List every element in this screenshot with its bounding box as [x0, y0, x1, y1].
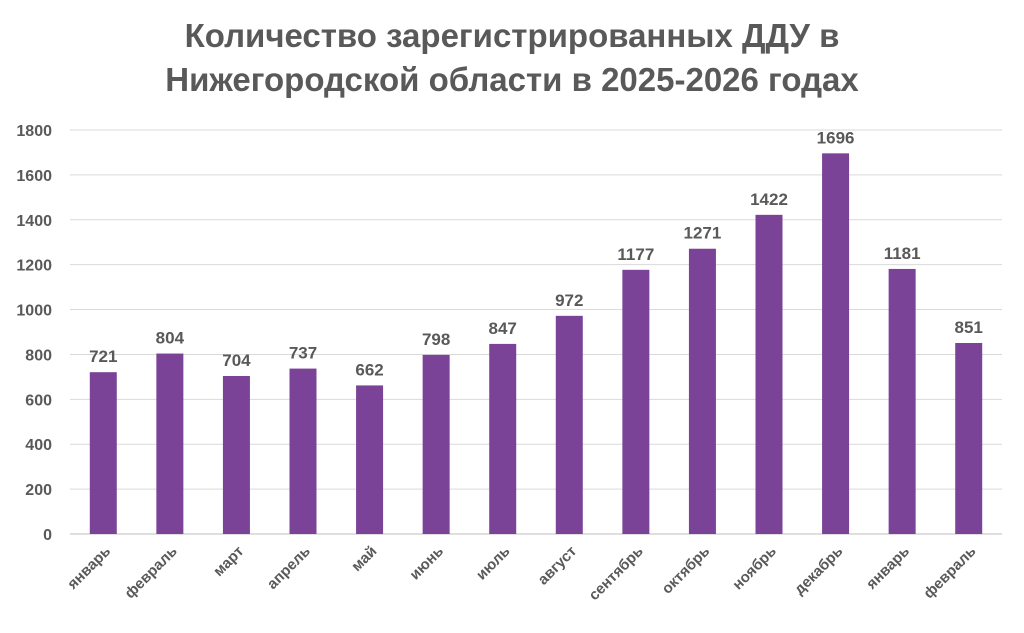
data-label-8: 972 [555, 291, 583, 310]
data-label-7: 847 [489, 319, 517, 338]
x-category-label: июнь [406, 543, 447, 584]
bars [89, 153, 983, 534]
bar-8 [555, 315, 583, 534]
y-tick-label: 400 [25, 437, 52, 454]
x-category-label: февраль [121, 543, 180, 602]
x-category-label: январь [863, 543, 913, 593]
bar-2 [156, 353, 184, 534]
bar-14 [955, 342, 983, 534]
data-label-3: 704 [222, 351, 251, 370]
bar-10 [688, 248, 716, 534]
y-tick-label: 800 [25, 347, 52, 364]
data-label-2: 804 [156, 329, 185, 348]
bar-11 [755, 214, 783, 534]
x-category-label: февраль [920, 543, 979, 602]
x-category-label: май [348, 543, 380, 575]
x-category-label: март [210, 543, 247, 580]
data-label-9: 1177 [617, 245, 654, 264]
bar-6 [422, 354, 450, 534]
data-label-10: 1271 [684, 224, 722, 243]
data-label-5: 662 [355, 360, 383, 379]
data-labels: 721 804 704 737 662 798 847 972 1177 1271 1422 1696… [89, 128, 983, 379]
y-tick-label: 1200 [16, 258, 52, 275]
bar-12 [822, 153, 850, 534]
bar-7 [489, 343, 517, 534]
x-category-label: октябрь [659, 543, 714, 598]
y-tick-label: 200 [25, 482, 52, 499]
bar-3 [222, 375, 250, 534]
x-axis-categories: январь февраль март апрель май июнь июль август… [64, 543, 979, 604]
y-tick-label: 1600 [16, 168, 52, 185]
x-category-label: январь [64, 543, 114, 593]
grid-lines [70, 129, 1002, 535]
y-tick-label: 1400 [16, 213, 52, 230]
chart-title-line-1: Количество зарегистрированных ДДУ в [184, 17, 840, 54]
bar-5 [356, 385, 384, 534]
x-category-label: сентябрь [586, 543, 647, 604]
y-tick-label: 600 [25, 392, 52, 409]
data-label-4: 737 [289, 344, 317, 363]
chart-title-line-2: Нижегородской области в 2025-2026 годах [165, 61, 859, 98]
bar-4 [289, 368, 317, 534]
y-tick-label: 1800 [16, 123, 52, 140]
chart-title: Количество зарегистрированных ДДУ в Ниже… [0, 14, 1024, 102]
y-tick-label: 0 [43, 527, 52, 544]
x-category-label: ноябрь [729, 543, 780, 594]
y-tick-label: 1000 [16, 303, 52, 320]
x-category-label: апрель [264, 543, 314, 593]
data-label-1: 721 [89, 347, 117, 366]
data-label-11: 1422 [750, 190, 788, 209]
y-axis-ticks: 0 200 400 600 800 1000 1200 1400 1600 1800 [16, 123, 52, 544]
data-label-14: 851 [955, 318, 983, 337]
x-category-label: июль [473, 543, 514, 584]
bar-13 [888, 268, 916, 534]
data-label-6: 798 [422, 330, 450, 349]
x-category-label: август [535, 543, 581, 589]
x-category-label: декабрь [791, 543, 846, 598]
bar-1 [89, 372, 117, 534]
bar-9 [622, 269, 650, 534]
data-label-12: 1696 [817, 128, 855, 147]
data-label-13: 1181 [884, 244, 921, 263]
